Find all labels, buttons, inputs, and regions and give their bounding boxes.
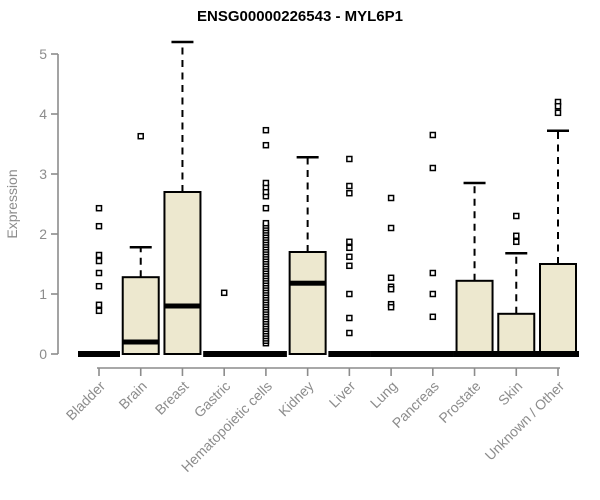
outlier-point <box>346 329 353 337</box>
boxplot-breast <box>163 40 202 355</box>
box <box>163 191 202 355</box>
collapsed-box <box>244 351 287 357</box>
outlier-point <box>387 303 395 311</box>
chart-title: ENSG00000226543 - MYL6P1 <box>197 8 403 25</box>
outlier-point <box>554 109 562 117</box>
outlier-point <box>95 269 103 277</box>
box <box>497 312 536 355</box>
outlier-point <box>554 102 562 110</box>
boxplot-unknown-other <box>537 98 579 357</box>
boxplot-lung <box>370 194 413 357</box>
outlier-point <box>137 132 144 140</box>
median-line <box>537 351 579 357</box>
outlier-point <box>513 238 520 246</box>
outlier-point <box>262 219 270 227</box>
outlier-point <box>346 238 353 246</box>
outlier-point <box>513 232 520 240</box>
median-line <box>495 351 538 357</box>
outlier-point <box>95 301 103 309</box>
boxplot-pancreas <box>411 131 454 357</box>
box <box>288 251 327 355</box>
box <box>539 263 577 355</box>
outlier-point <box>262 126 270 134</box>
outlier-point <box>95 204 103 212</box>
y-tick-label: 5 <box>39 46 47 62</box>
boxplot-hematopoietic-cells <box>244 126 287 357</box>
outlier-point <box>346 244 353 252</box>
outlier-point <box>429 313 437 321</box>
outlier-point <box>387 285 395 293</box>
boxplot-liver <box>328 155 371 357</box>
outlier-point <box>429 290 437 298</box>
outlier-point <box>346 253 353 261</box>
outlier-point <box>95 222 103 230</box>
collapsed-box <box>78 351 120 357</box>
outlier-point <box>346 189 353 197</box>
outlier-point <box>429 164 437 172</box>
median-line <box>164 303 201 309</box>
collapsed-box <box>203 351 246 357</box>
collapsed-box <box>411 351 454 357</box>
box <box>455 279 494 355</box>
outlier-point <box>346 314 353 322</box>
y-axis-title: Expression <box>4 169 20 238</box>
boxplot-prostate <box>453 181 496 357</box>
outlier-point <box>387 274 395 282</box>
x-tick-label-breast: Breast <box>152 378 192 418</box>
y-tick-label: 1 <box>39 286 47 302</box>
median-line <box>453 351 496 357</box>
boxplot-bladder <box>78 204 120 357</box>
outlier-point <box>262 179 270 187</box>
outlier-point <box>387 224 395 232</box>
x-tick-label-bladder: Bladder <box>63 378 109 424</box>
outlier-point <box>429 269 437 277</box>
y-tick-label: 3 <box>39 166 47 182</box>
outlier-point <box>387 194 395 202</box>
outlier-point <box>95 282 103 290</box>
median-line <box>122 339 159 345</box>
outlier-point <box>346 182 353 190</box>
y-tick-label: 0 <box>39 346 47 362</box>
y-tick-label: 4 <box>39 106 47 122</box>
x-tick-label-liver: Liver <box>326 378 359 411</box>
x-tick-label-skin: Skin <box>495 378 526 409</box>
outlier-point <box>346 262 353 270</box>
outlier-point <box>429 131 437 139</box>
y-tick-label: 2 <box>39 226 47 242</box>
outlier-point <box>346 155 353 163</box>
outlier-point <box>513 212 520 220</box>
boxplot-skin <box>495 212 538 357</box>
outlier-point <box>95 307 103 315</box>
outlier-point <box>95 257 103 265</box>
x-tick-label-prostate: Prostate <box>435 378 483 426</box>
x-tick-label-unknown-other: Unknown / Other <box>482 378 568 464</box>
boxplot-brain <box>121 132 160 356</box>
x-tick-label-lung: Lung <box>367 378 400 411</box>
median-line <box>289 280 326 286</box>
outlier-point <box>346 290 353 298</box>
collapsed-box <box>328 351 371 357</box>
outlier-point <box>220 289 228 297</box>
outlier-point <box>262 204 270 212</box>
outlier-point <box>262 141 270 149</box>
collapsed-box <box>370 351 413 357</box>
outlier-point <box>95 251 103 259</box>
x-tick-label-kidney: Kidney <box>275 378 317 420</box>
boxplot-gastric <box>203 289 246 357</box>
boxplot-kidney <box>288 155 327 355</box>
x-tick-label-brain: Brain <box>115 378 149 412</box>
